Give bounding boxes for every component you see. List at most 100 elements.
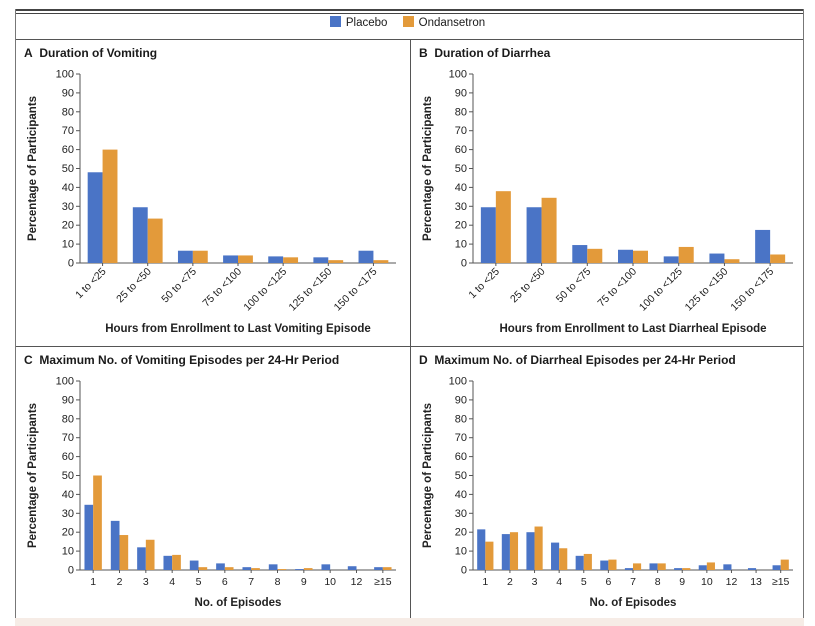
y-tick-label: 10: [62, 546, 74, 558]
x-tick-label: 12: [351, 576, 363, 588]
x-tick-label: 50 to <75: [159, 266, 199, 306]
bar-ondansetron: [145, 539, 155, 570]
y-tick-label: 0: [461, 258, 467, 270]
y-tick-label: 100: [449, 376, 467, 388]
y-axis-label: Percentage of Participants: [27, 96, 39, 241]
bar-ondansetron: [93, 475, 102, 570]
panel-d-title: D Maximum No. of Diarrheal Episodes per …: [419, 353, 736, 367]
x-tick-label: ≥15: [374, 576, 392, 588]
y-axis-label: Percentage of Participants: [27, 403, 39, 548]
y-tick-label: 100: [56, 69, 74, 81]
bar-placebo: [698, 565, 707, 570]
y-tick-label: 90: [62, 394, 74, 406]
x-tick-label: 100 to <125: [637, 266, 685, 314]
panel-c: C Maximum No. of Vomiting Episodes per 2…: [16, 346, 411, 619]
x-tick-label: 150 to <175: [728, 266, 776, 314]
x-tick-label: 3: [143, 576, 149, 588]
bar-placebo: [87, 172, 103, 263]
bar-ondansetron: [147, 218, 163, 263]
bar-placebo: [374, 567, 383, 570]
bar-ondansetron: [587, 248, 603, 263]
bar-placebo: [313, 257, 329, 263]
panel-c-title: C Maximum No. of Vomiting Episodes per 2…: [24, 353, 339, 367]
y-tick-label: 20: [455, 220, 467, 232]
x-axis-label: Hours from Enrollment to Last Diarrheal …: [499, 323, 766, 335]
bar-placebo: [84, 504, 94, 570]
bar-placebo: [268, 564, 278, 570]
panel-d: D Maximum No. of Diarrheal Episodes per …: [411, 346, 803, 619]
y-tick-label: 70: [455, 432, 467, 444]
x-axis-label: No. of Episodes: [195, 597, 282, 609]
bar-ondansetron: [682, 568, 691, 570]
y-tick-label: 30: [62, 508, 74, 520]
y-tick-label: 80: [455, 106, 467, 118]
x-tick-label: 7: [630, 576, 636, 588]
y-tick-label: 30: [455, 201, 467, 213]
legend: Placebo Ondansetron: [0, 16, 815, 29]
bar-placebo: [526, 532, 535, 570]
bar-ondansetron: [657, 563, 666, 570]
y-tick-label: 20: [62, 220, 74, 232]
x-tick-label: 75 to <100: [595, 266, 639, 310]
bar-ondansetron: [382, 567, 392, 570]
bar-placebo: [480, 207, 496, 263]
legend-item-placebo: Placebo: [329, 16, 388, 29]
panel-a-title-text: Duration of Vomiting: [39, 46, 158, 60]
bar-placebo: [189, 560, 199, 570]
y-tick-label: 60: [455, 144, 467, 156]
x-axis-label: No. of Episodes: [590, 597, 677, 609]
panel-b-title-text: Duration of Diarrhea: [434, 46, 551, 60]
bar-ondansetron: [724, 259, 740, 263]
y-tick-label: 70: [62, 432, 74, 444]
y-tick-label: 100: [56, 376, 74, 388]
bar-ondansetron: [119, 535, 129, 570]
panel-d-letter: D: [419, 353, 428, 367]
panel-b-letter: B: [419, 46, 428, 60]
bar-placebo: [572, 245, 588, 263]
y-tick-label: 100: [449, 69, 467, 81]
y-tick-label: 30: [455, 508, 467, 520]
y-tick-label: 70: [455, 125, 467, 137]
x-tick-label: 2: [507, 576, 513, 588]
y-tick-label: 90: [455, 87, 467, 99]
bar-placebo: [600, 560, 609, 570]
y-tick-label: 40: [62, 489, 74, 501]
y-tick-label: 50: [455, 163, 467, 175]
bar-ondansetron: [633, 563, 642, 570]
y-tick-label: 50: [455, 470, 467, 482]
chart-max-diarrheal-episodes: 0 10 20 30 40 50 60 70 80 90 100 Percentage of Part…: [422, 376, 793, 609]
bar-placebo: [526, 207, 542, 263]
x-tick-label: 12: [726, 576, 738, 588]
bar-ondansetron: [559, 548, 568, 570]
chart-duration-of-diarrhea: 0 10 20 30 40 50 60 70 80 90 100 Percentage of Part…: [422, 69, 793, 335]
x-tick-label: 100 to <125: [241, 266, 289, 314]
x-tick-label: 1 to <25: [73, 266, 109, 302]
top-rule-thin: [15, 13, 804, 14]
legend-label-placebo: Placebo: [345, 17, 388, 29]
x-tick-label: 9: [679, 576, 685, 588]
x-axis-label: Hours from Enrollment to Last Vomiting E…: [105, 323, 371, 335]
bar-placebo: [624, 568, 633, 570]
bar-ondansetron: [633, 250, 648, 263]
bar-placebo: [268, 256, 284, 263]
bar-placebo: [477, 529, 486, 570]
bar-ondansetron: [534, 526, 543, 570]
bar-ondansetron: [678, 246, 694, 263]
y-tick-label: 10: [455, 239, 467, 251]
chart-max-vomiting-episodes: 0 10 20 30 40 50 60 70 80 90 100 Percentage of Part…: [27, 376, 396, 609]
x-tick-label: 8: [655, 576, 661, 588]
legend-label-ondansetron: Ondansetron: [418, 17, 486, 29]
bar-ondansetron: [172, 554, 181, 570]
bar-ondansetron: [224, 567, 234, 570]
x-tick-label: 10: [701, 576, 713, 588]
bar-ondansetron: [608, 559, 617, 570]
bar-placebo: [295, 569, 304, 570]
y-tick-label: 0: [461, 565, 467, 577]
x-tick-label: 6: [605, 576, 611, 588]
bar-placebo: [649, 563, 658, 570]
x-tick-label: ≥15: [772, 576, 790, 588]
x-tick-label: 10: [324, 576, 336, 588]
y-tick-label: 40: [455, 489, 467, 501]
bar-ondansetron: [373, 260, 389, 263]
bar-ondansetron: [303, 568, 313, 570]
